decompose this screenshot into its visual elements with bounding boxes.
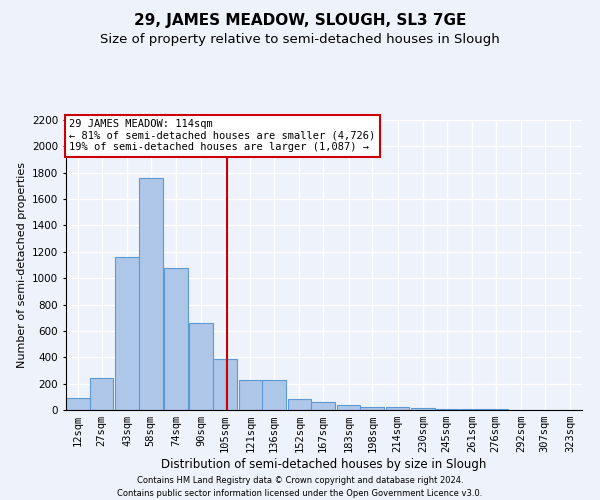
Text: 29, JAMES MEADOW, SLOUGH, SL3 7GE: 29, JAMES MEADOW, SLOUGH, SL3 7GE	[134, 12, 466, 28]
Bar	[190, 323, 213, 410]
Bar	[435, 408, 458, 410]
Y-axis label: Number of semi-detached properties: Number of semi-detached properties	[17, 162, 26, 368]
Bar	[239, 380, 262, 410]
Bar	[361, 408, 384, 410]
Bar	[213, 358, 237, 410]
Bar	[66, 398, 90, 410]
Bar	[311, 402, 335, 410]
Bar	[411, 408, 435, 410]
Bar	[337, 406, 361, 410]
Bar	[386, 408, 409, 410]
Text: Size of property relative to semi-detached houses in Slough: Size of property relative to semi-detach…	[100, 32, 500, 46]
X-axis label: Distribution of semi-detached houses by size in Slough: Distribution of semi-detached houses by …	[161, 458, 487, 471]
Bar	[90, 378, 113, 410]
Text: Contains public sector information licensed under the Open Government Licence v3: Contains public sector information licen…	[118, 489, 482, 498]
Bar	[287, 399, 311, 410]
Bar	[139, 178, 163, 410]
Bar	[115, 257, 139, 410]
Bar	[262, 380, 286, 410]
Text: Contains HM Land Registry data © Crown copyright and database right 2024.: Contains HM Land Registry data © Crown c…	[137, 476, 463, 485]
Bar	[164, 268, 188, 410]
Text: 29 JAMES MEADOW: 114sqm
← 81% of semi-detached houses are smaller (4,726)
19% of: 29 JAMES MEADOW: 114sqm ← 81% of semi-de…	[69, 119, 376, 152]
